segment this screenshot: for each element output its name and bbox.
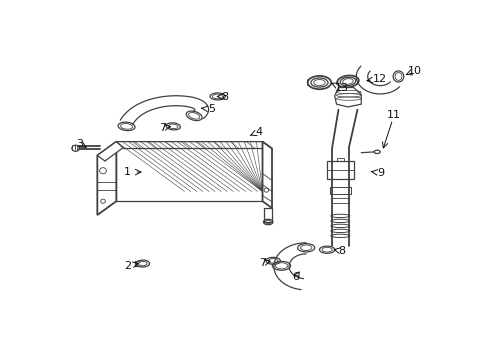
Text: 11: 11: [387, 110, 401, 120]
Text: 8: 8: [339, 246, 346, 256]
Text: 3: 3: [76, 139, 83, 149]
Text: 13: 13: [335, 82, 348, 93]
Text: 12: 12: [372, 74, 387, 84]
Text: 4: 4: [255, 127, 262, 137]
Bar: [337, 158, 344, 161]
Polygon shape: [116, 141, 263, 201]
Polygon shape: [335, 87, 361, 107]
Polygon shape: [98, 141, 116, 215]
Text: 7: 7: [259, 258, 266, 268]
Text: 5: 5: [208, 104, 215, 114]
Text: 1: 1: [124, 167, 131, 177]
Bar: [332, 198, 349, 203]
Polygon shape: [98, 141, 124, 161]
Text: 2: 2: [124, 261, 131, 271]
Text: 8: 8: [222, 92, 229, 102]
Bar: [330, 187, 351, 194]
Text: 9: 9: [377, 168, 385, 178]
Text: 7: 7: [159, 123, 167, 133]
Polygon shape: [116, 141, 272, 149]
Bar: [327, 161, 354, 179]
Text: 10: 10: [408, 66, 422, 76]
Polygon shape: [263, 141, 272, 208]
Text: 6: 6: [293, 273, 299, 283]
